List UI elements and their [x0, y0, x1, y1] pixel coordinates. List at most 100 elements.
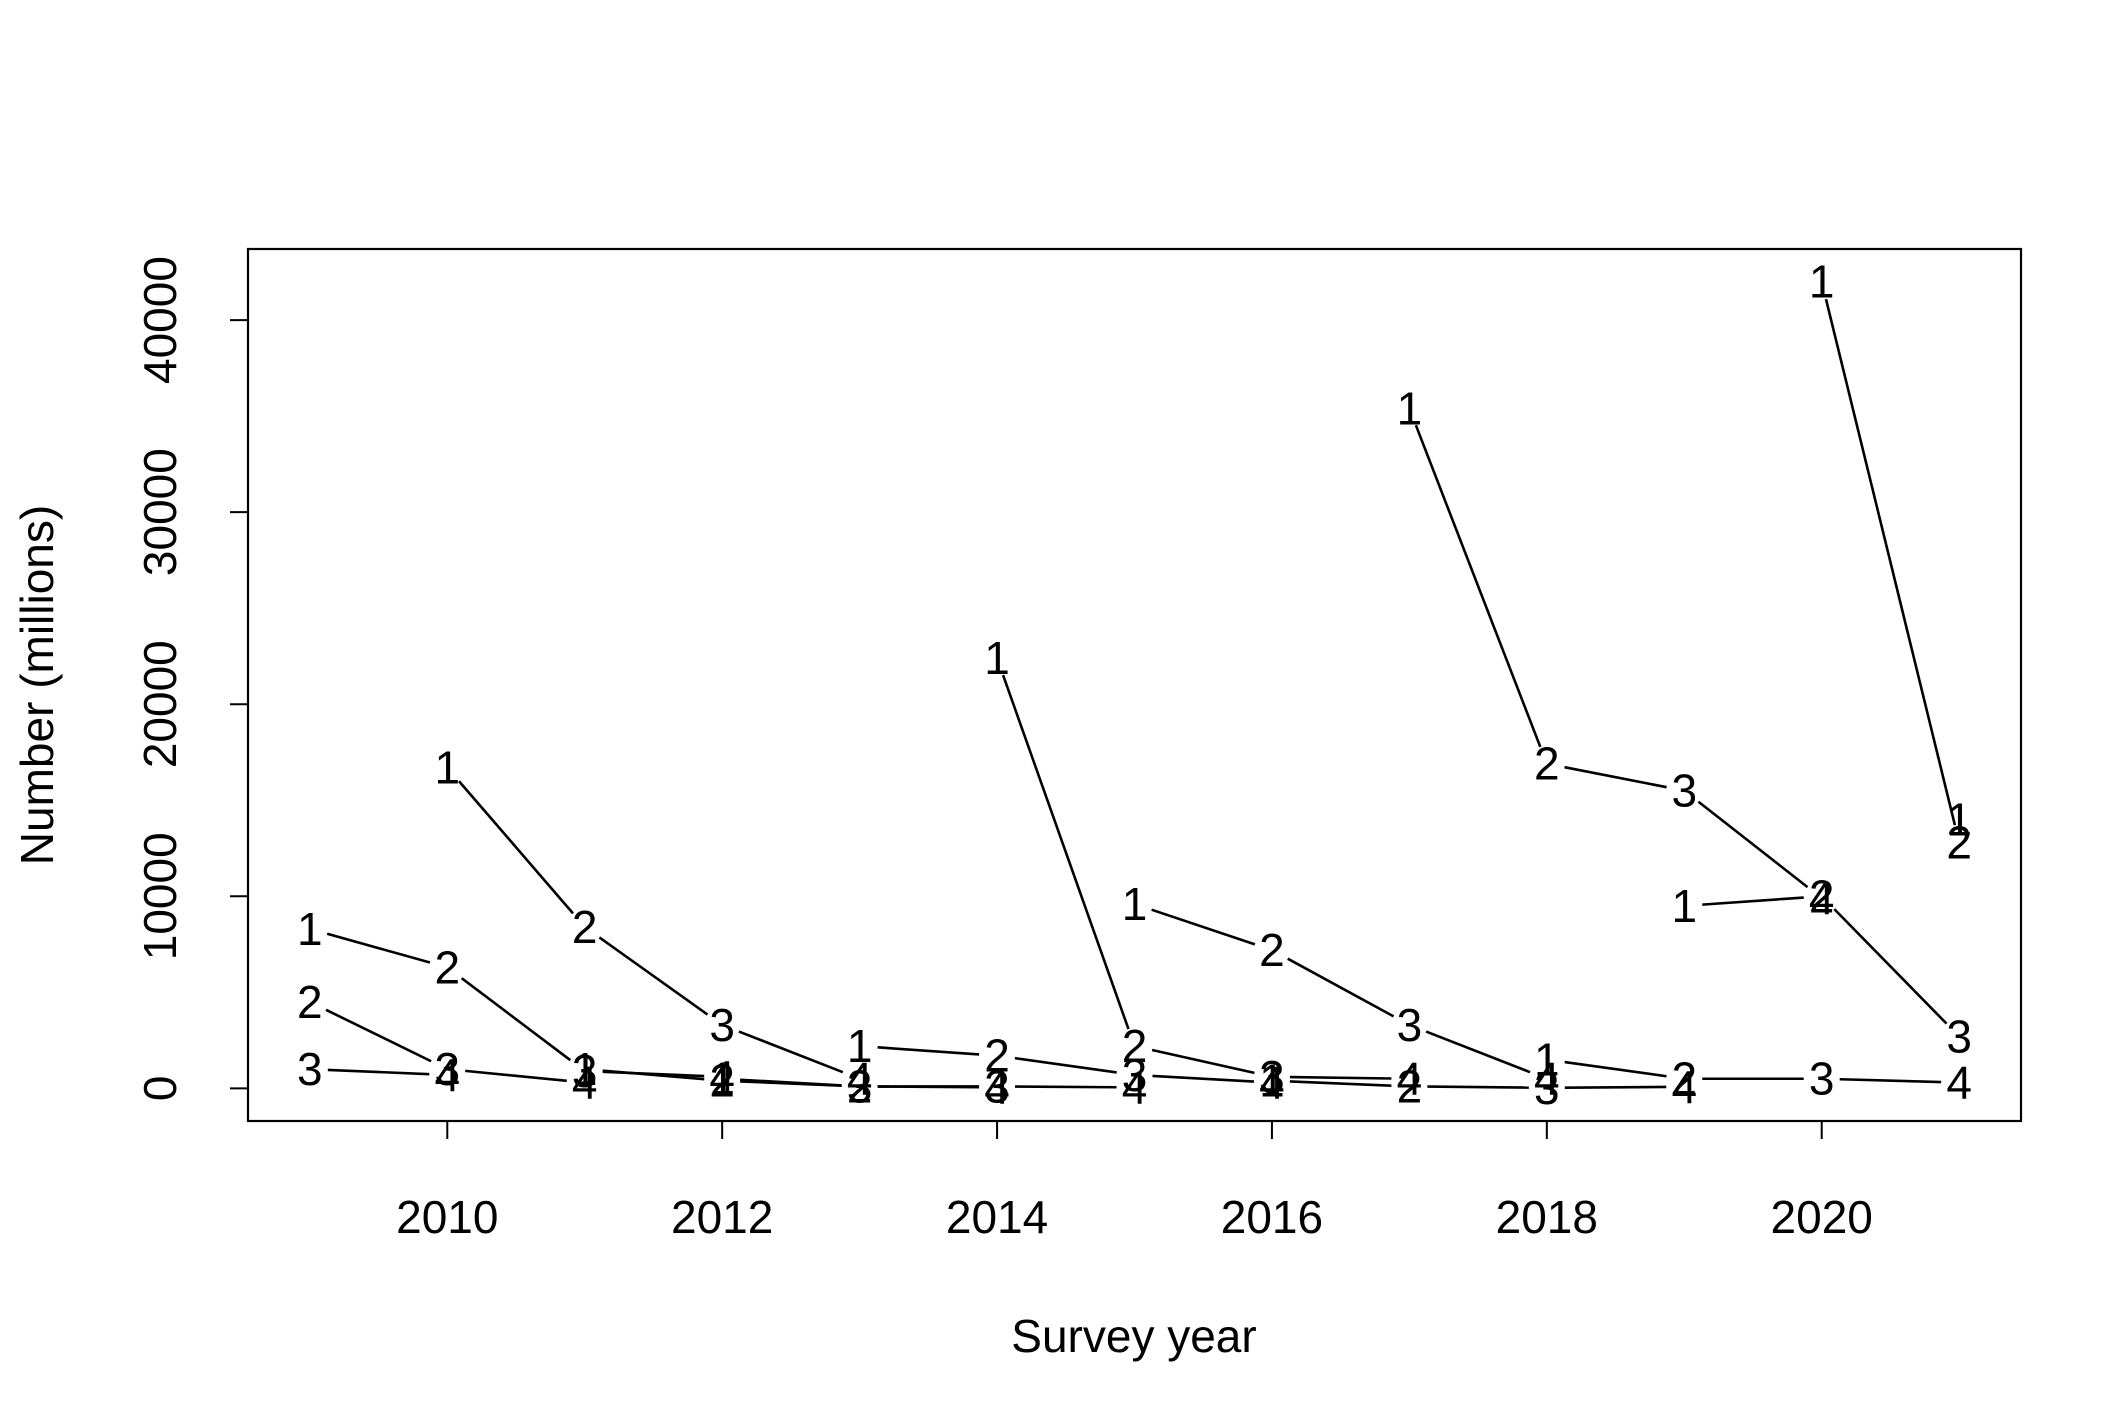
x-tick-label: 2010	[396, 1191, 498, 1243]
point-age-label: 4	[1671, 1061, 1697, 1113]
cohort-series: 1 2 3	[1671, 870, 1971, 1062]
series-segment	[327, 1068, 430, 1076]
point-age-label: 4	[572, 1057, 598, 1109]
series-segment	[326, 932, 431, 964]
point-age-label: 1	[1397, 382, 1423, 434]
series-segment	[1151, 908, 1256, 946]
y-tick-label: 30000	[134, 448, 186, 576]
point-age-label: 2	[297, 976, 323, 1028]
point-age-label: 2	[1671, 1053, 1697, 1105]
series-segment	[1015, 1085, 1117, 1089]
series-segment	[1152, 1074, 1255, 1083]
point-age-label: 1	[572, 1043, 598, 1095]
point-age-label: 1	[434, 742, 460, 794]
point-age-label: 1	[1671, 880, 1697, 932]
series-segment	[1564, 1085, 1667, 1089]
point-age-label: 4	[434, 1049, 460, 1101]
point-age-label: 1	[1122, 878, 1148, 930]
point-age-label: 4	[847, 1053, 873, 1105]
series-segment	[740, 1078, 842, 1087]
series-segment	[1697, 800, 1809, 889]
series-segment	[1289, 1075, 1392, 1080]
series-segment	[458, 780, 574, 915]
series-segment	[1001, 674, 1130, 1030]
point-age-label: 4	[1534, 1053, 1560, 1105]
point-age-label: 2	[1259, 924, 1285, 976]
cohort-series: 1 2 3 4	[1534, 1034, 1972, 1109]
point-age-label: 4	[709, 1051, 735, 1103]
point-age-label: 2	[847, 1060, 873, 1112]
point-age-label: 1	[984, 632, 1010, 684]
plot-area-box	[246, 247, 2023, 1123]
point-age-label: 3	[1671, 765, 1697, 817]
series-segment	[602, 1069, 705, 1081]
series-segment	[1824, 298, 1957, 826]
series-segment	[1289, 1080, 1392, 1087]
x-tick-label: 2012	[671, 1191, 773, 1243]
y-axis-title: Number (millions)	[11, 505, 63, 865]
point-age-label: 3	[1946, 1010, 1972, 1062]
point-age-label: 2	[709, 1055, 735, 1107]
series-segment	[738, 1030, 844, 1074]
point-age-label: 4	[1397, 1053, 1423, 1105]
point-age-label: 3	[984, 1060, 1010, 1112]
y-tick-label: 0	[134, 1076, 186, 1102]
series-segment	[460, 977, 572, 1062]
point-age-label: 1	[1534, 1034, 1560, 1086]
point-age-label: 2	[984, 1030, 1010, 1082]
point-age-label: 1	[1809, 256, 1835, 308]
point-age-label: 3	[1809, 1053, 1835, 1105]
cohort-series: 1	[1946, 793, 1972, 845]
series-segment	[1564, 1060, 1667, 1078]
series-segment	[1414, 424, 1542, 748]
point-age-label: 2	[1809, 870, 1835, 922]
point-age-label: 3	[434, 1043, 460, 1095]
y-tick-label: 20000	[134, 640, 186, 768]
point-age-label: 3	[709, 999, 735, 1051]
series-segment	[1287, 957, 1395, 1018]
series-segment	[598, 936, 709, 1016]
y-axis: 0 10000 20000 30000 40000	[134, 256, 249, 1102]
series-segment	[1839, 1077, 1942, 1084]
point-age-label: 1	[709, 1053, 735, 1105]
point-age-label: 3	[847, 1060, 873, 1112]
series-segment	[877, 1046, 980, 1056]
point-age-label: 2	[1946, 816, 1972, 868]
point-age-label: 3	[297, 1043, 323, 1095]
point-age-label: 4	[1946, 1057, 1972, 1109]
x-axis-title: Survey year	[1011, 1310, 1256, 1362]
series-segment	[1564, 765, 1667, 789]
point-age-label: 4	[1259, 1057, 1285, 1109]
series-segment	[1833, 908, 1948, 1025]
point-age-label: 2	[1534, 738, 1560, 790]
x-tick-label: 2016	[1221, 1191, 1323, 1243]
point-age-label: 1	[1946, 793, 1972, 845]
point-age-label: 4	[984, 1061, 1010, 1113]
series-segment	[1427, 1085, 1529, 1089]
x-tick-label: 2014	[946, 1191, 1048, 1243]
point-age-label: 3	[1534, 1062, 1560, 1114]
point-age-label: 3	[1397, 999, 1423, 1051]
cohort-series: 23 4	[297, 976, 597, 1109]
x-tick-label: 2018	[1496, 1191, 1598, 1243]
point-age-label: 4	[1122, 1061, 1148, 1113]
point-age-label: 3	[1259, 1051, 1285, 1103]
point-age-label: 3	[572, 1045, 598, 1097]
series-segment	[325, 1008, 432, 1063]
x-tick-label: 2020	[1771, 1191, 1873, 1243]
y-tick-label: 10000	[134, 832, 186, 960]
point-age-label: 1	[297, 903, 323, 955]
series-segment	[1014, 1056, 1117, 1074]
x-axis: 2010 2012 2014 2016 2018 2020	[396, 1120, 1873, 1243]
point-age-label: 2	[572, 901, 598, 953]
cohort-series: 12	[1809, 256, 1972, 869]
